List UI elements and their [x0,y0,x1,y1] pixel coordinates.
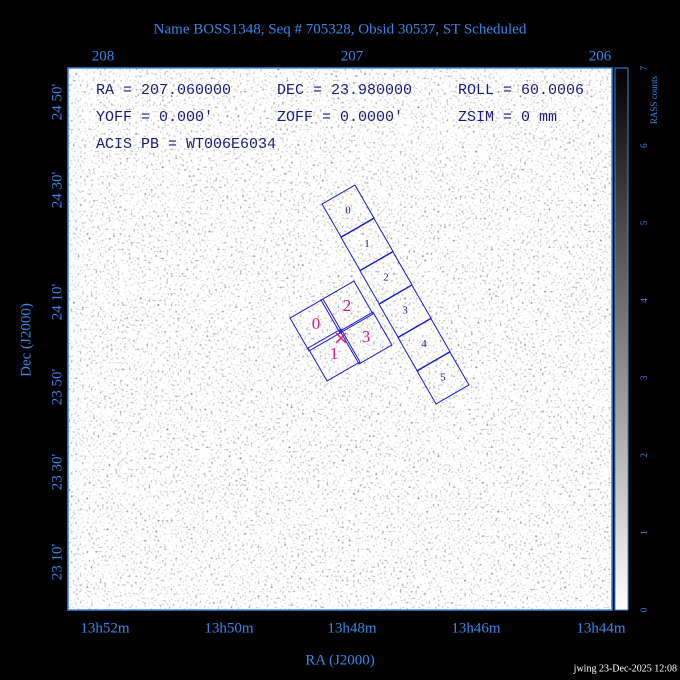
bottom-axis-label: 13h50m [204,620,254,636]
top-axis-label: 207 [341,48,364,64]
info-text: ZOFF = 0.0000' [277,109,403,126]
top-axis-label: 206 [589,48,612,64]
left-axis-label: 23 10' [49,543,65,580]
left-axis-label: 24 50' [49,83,65,120]
info-text: ROLL = 60.0006 [458,82,584,99]
colorbar-tick-label: 7 [639,65,649,70]
acis-s-chip-label: 5 [440,372,446,384]
colorbar-tick-label: 0 [639,607,649,612]
colorbar-title: RASS counts [649,75,659,124]
aimpoint-marker [335,332,347,344]
left-axis-label: 23 50' [49,368,65,405]
info-text: ACIS PB = WT006E6034 [96,136,276,153]
acis-s-chip-label: 2 [383,271,389,283]
info-text: ZSIM = 0 mm [458,109,557,126]
top-axis-label: 208 [92,48,115,64]
left-axis-label: 24 30' [49,171,65,208]
colorbar-tick-label: 2 [639,453,649,458]
colorbar-tick-label: 5 [639,220,649,225]
left-axis-label: 23 30' [49,453,65,490]
title: Name BOSS1348, Seq # 705328, Obsid 30537… [154,21,527,37]
acis-i-chip-label: 1 [330,344,339,363]
footer: jwing 23-Dec-2025 12:08 [573,663,677,674]
acis-s-chip-label: 1 [364,238,370,250]
acis-i-chip-label: 0 [312,314,321,333]
acis-s-chip [416,351,470,405]
acis-i-chip [289,298,343,352]
info-text: RA = 207.060000 [96,82,231,99]
info-text: DEC = 23.980000 [277,82,412,99]
colorbar-tick-label: 1 [639,530,649,535]
acis-i-chip-label: 3 [362,327,371,346]
acis-s-chip-label: 0 [345,205,351,217]
colorbar-tick-label: 3 [639,375,649,380]
colorbar-tick-label: 4 [639,298,649,303]
acis-i-chip [339,311,393,365]
acis-s-chip-label: 3 [402,305,408,317]
colorbar-tick-label: 6 [639,143,649,148]
acis-i-chip [307,328,361,382]
left-axis-label: 24 10' [49,283,65,320]
colorbar [614,67,629,611]
bottom-axis-label: 13h52m [80,620,130,636]
plot-frame [67,67,613,611]
bottom-axis-label: 13h46m [451,620,501,636]
acis-s-chip-label: 4 [421,338,427,350]
x-axis-title: RA (J2000) [305,652,375,668]
y-axis-title: Dec (J2000) [18,303,34,377]
acis-i-chip-label: 2 [343,296,352,315]
bottom-axis-label: 13h44m [576,620,626,636]
info-text: YOFF = 0.000' [96,109,213,126]
acis-i-chip [320,280,374,334]
bottom-axis-label: 13h48m [327,620,377,636]
